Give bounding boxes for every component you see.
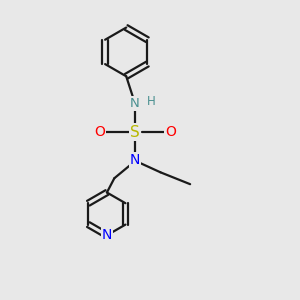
Text: N: N <box>102 228 112 242</box>
Text: O: O <box>165 125 176 139</box>
Text: S: S <box>130 125 140 140</box>
Text: O: O <box>94 125 105 139</box>
Text: N: N <box>130 153 140 167</box>
Text: N: N <box>130 98 140 110</box>
Text: H: H <box>147 95 156 108</box>
